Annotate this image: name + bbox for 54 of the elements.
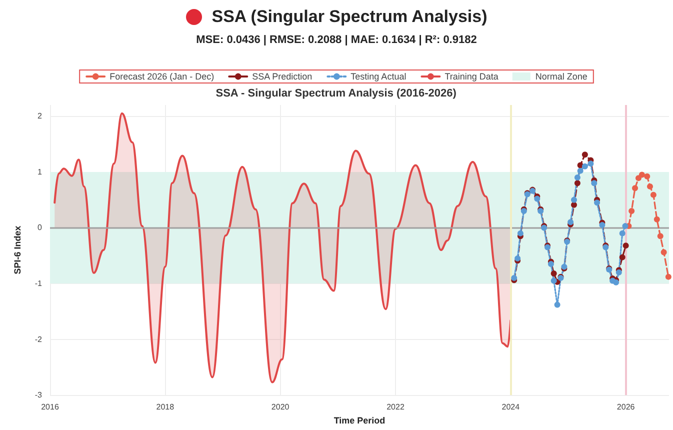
point [574, 174, 580, 181]
x-tick-label: 2026 [616, 402, 636, 412]
point [654, 216, 660, 222]
point [574, 180, 580, 186]
text: SSA - Singular Spectrum Analysis (2016-2026) [216, 88, 457, 100]
y-tick-label: 0 [38, 223, 43, 232]
chart-title: SSA (Singular Spectrum Analysis) [212, 7, 488, 27]
point [632, 185, 638, 192]
x-tick-label: 2018 [156, 402, 175, 412]
x-tick-label: 2024 [502, 402, 520, 412]
point [588, 160, 594, 167]
point [570, 202, 577, 208]
point [554, 302, 560, 308]
point [517, 230, 524, 236]
y-axis-title: SPI-6 Index [12, 226, 22, 274]
y-tick-label: -1 [34, 279, 43, 288]
point [665, 274, 672, 280]
point [550, 270, 557, 276]
point [514, 255, 521, 262]
legend-label: Forecast 2026 (Jan - Dec) [110, 72, 214, 82]
point [650, 192, 656, 198]
legend-label: Training Data [444, 72, 498, 82]
y-tick-label: -2 [34, 334, 43, 344]
point [511, 274, 518, 281]
point [548, 261, 554, 267]
y-tick-label: -3 [34, 390, 43, 400]
point [534, 196, 540, 202]
point [550, 278, 557, 284]
point [619, 230, 626, 236]
point [628, 208, 635, 214]
x-tick-label: 2016 [41, 402, 60, 412]
point [570, 196, 577, 203]
x-axis-title: Time Period [334, 416, 386, 426]
chart-subtitle: MSE: 0.0436 | RMSE: 0.2088 | MAE: 0.1634 | R²: 0.9182 [195, 34, 478, 46]
point [594, 200, 600, 206]
legend-label: Testing Actual [350, 72, 406, 82]
legend-label: Normal Zone [535, 72, 588, 82]
point [619, 254, 626, 260]
x-tick-label: 2020 [271, 402, 290, 412]
y-tick-label: 1 [38, 167, 43, 176]
point [660, 249, 667, 256]
x-tick-label: 2022 [386, 402, 405, 412]
point [622, 223, 628, 230]
point [638, 172, 645, 178]
point [582, 152, 588, 158]
y-tick-label: 2 [38, 112, 43, 121]
point [657, 233, 664, 240]
point [582, 163, 588, 170]
legend-label: SSA Prediction [252, 72, 312, 82]
point [577, 168, 584, 174]
point [644, 173, 650, 180]
point [622, 242, 629, 249]
point [591, 180, 598, 186]
point [647, 183, 653, 190]
